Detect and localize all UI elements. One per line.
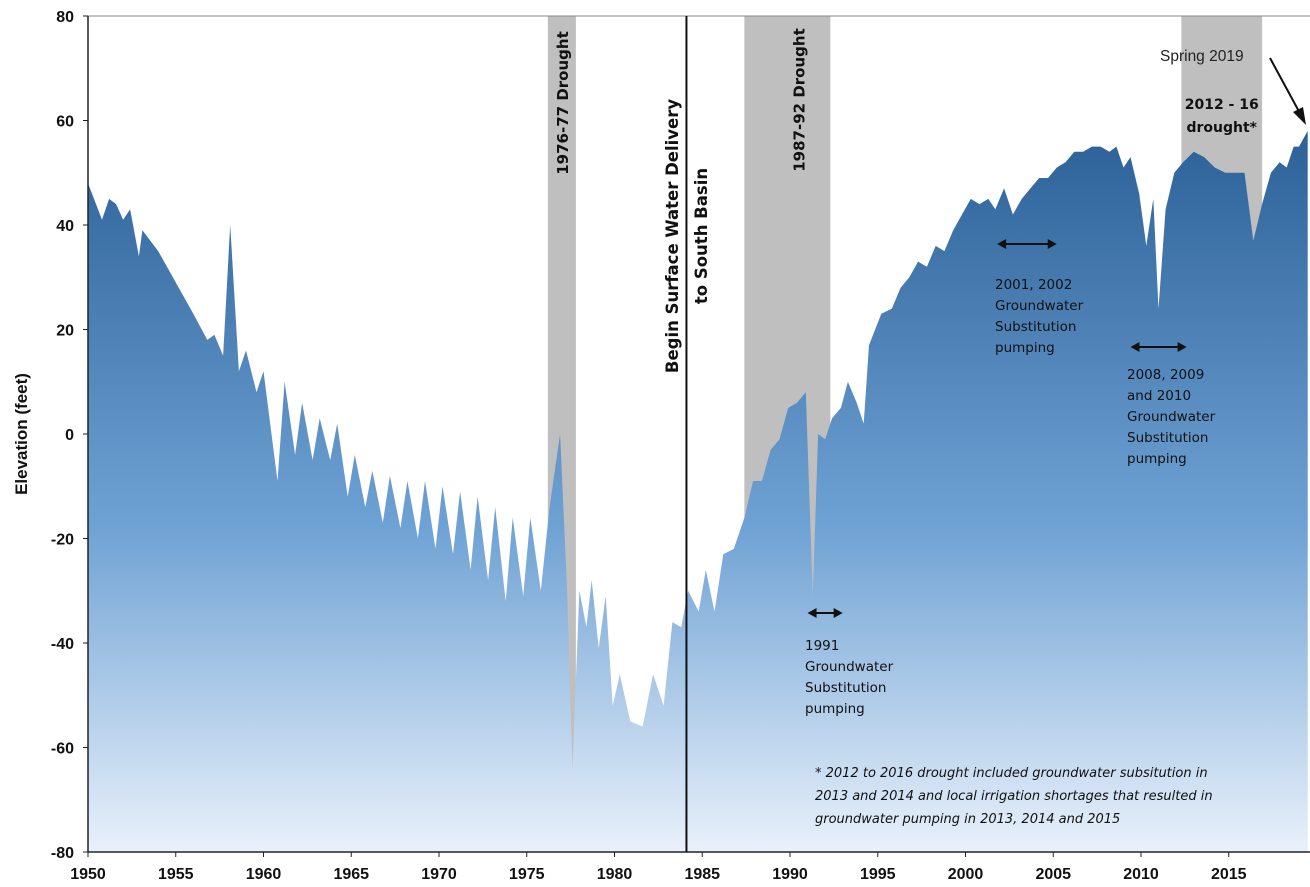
arrowhead-left [1130,342,1140,352]
pumping-annotation-2: 2001, 2002 Groundwater Substitution pumping [995,239,1084,356]
annotation-text-line: pumping [805,701,865,717]
x-tick-label: 1965 [333,866,369,883]
band-label-2012-line2: drought* [1186,120,1257,136]
y-tick-label: -80 [51,845,74,862]
annotation-text-line: Groundwater [1127,409,1216,425]
surface-water-label-line2: to South Basin [692,168,711,304]
y-axis-title: Elevation (feet) [12,373,31,495]
x-tick-label: 1985 [684,866,720,883]
surface-water-label: Begin Surface Water Delivery to South Ba… [663,99,711,374]
y-tick-label: 20 [56,323,74,340]
annotation-text-line: and 2010 [1127,388,1191,404]
y-tick-label: 0 [65,427,74,444]
x-tick-label: 2005 [1035,866,1071,883]
annotation-text-line: Groundwater [805,659,894,675]
spring-2019-label: Spring 2019 [1160,48,1244,65]
footnote: * 2012 to 2016 drought included groundwa… [815,766,1213,827]
annotation-text-line: Substitution [1127,430,1208,446]
spring-2019-arrow-line [1269,57,1303,118]
annotation-text-line: 2008, 2009 [1127,367,1204,383]
y-tick-label: -20 [51,532,74,549]
annotation-text-line: pumping [995,340,1055,356]
y-tick-label: 80 [56,9,74,26]
annotation-text-line: Groundwater [995,298,1084,314]
elevation-area-path [88,130,1308,852]
pumping-annotation-3: 2008, 2009 and 2010 Groundwater Substitutio… [1127,342,1216,467]
annotation-text-line: pumping [1127,451,1187,467]
x-tick-labels: 1950 1955 1960 1965 1970 1975 1980 1985 1990 1995… [70,852,1247,883]
y-tick-label: -60 [51,741,74,758]
arrowhead-right [833,608,843,618]
footnote-line2: 2013 and 2014 and local irrigation short… [815,789,1213,804]
pumping-annotations: 1991GroundwaterSubstitutionpumping2001, … [805,239,1216,717]
annotation-text-line: Substitution [805,680,886,696]
x-tick-label: 1980 [597,866,633,883]
x-tick-label: 1960 [246,866,282,883]
drought-band-labels: 1976-77 Drought 1987-92 Drought 2012 - 16 d… [554,28,1259,175]
x-tick-label: 1970 [421,866,457,883]
y-tick-label: 40 [56,218,74,235]
arrowhead-left [807,608,817,618]
spring-2019-callout: Spring 2019 [1160,48,1306,125]
x-tick-label: 1990 [772,866,808,883]
band-label-1987: 1987-92 Drought [790,28,808,172]
x-tick-label: 2010 [1123,866,1159,883]
x-tick-label: 1975 [509,866,545,883]
band-label-1976: 1976-77 Drought [554,31,572,175]
annotation-text-line: 1991 [805,638,839,654]
y-tick-labels: 80 60 40 20 0 -20 -40 -60 -80 [51,9,88,862]
band-label-2012-line1: 2012 - 16 [1185,97,1259,113]
y-tick-label: -40 [51,636,74,653]
x-tick-label: 1950 [70,866,106,883]
x-tick-label: 1995 [860,866,896,883]
x-tick-label: 2015 [1211,866,1247,883]
footnote-line3: groundwater pumping in 2013, 2014 and 20… [815,812,1120,827]
arrowhead-right [1047,239,1057,249]
annotation-text-line: 2001, 2002 [995,277,1072,293]
elevation-area [88,130,1308,852]
footnote-line1: * 2012 to 2016 drought included groundwa… [815,766,1208,781]
surface-water-label-line1: Begin Surface Water Delivery [663,99,682,374]
pumping-annotation-1: 1991 Groundwater Substitution pumping [805,608,894,717]
y-tick-label: 60 [56,114,74,131]
arrowhead-right [1177,342,1187,352]
annotation-text-line: Substitution [995,319,1076,335]
arrowhead-left [997,239,1007,249]
x-tick-label: 2000 [948,866,984,883]
spring-2019-arrowhead [1293,107,1306,125]
x-tick-label: 1955 [158,866,194,883]
